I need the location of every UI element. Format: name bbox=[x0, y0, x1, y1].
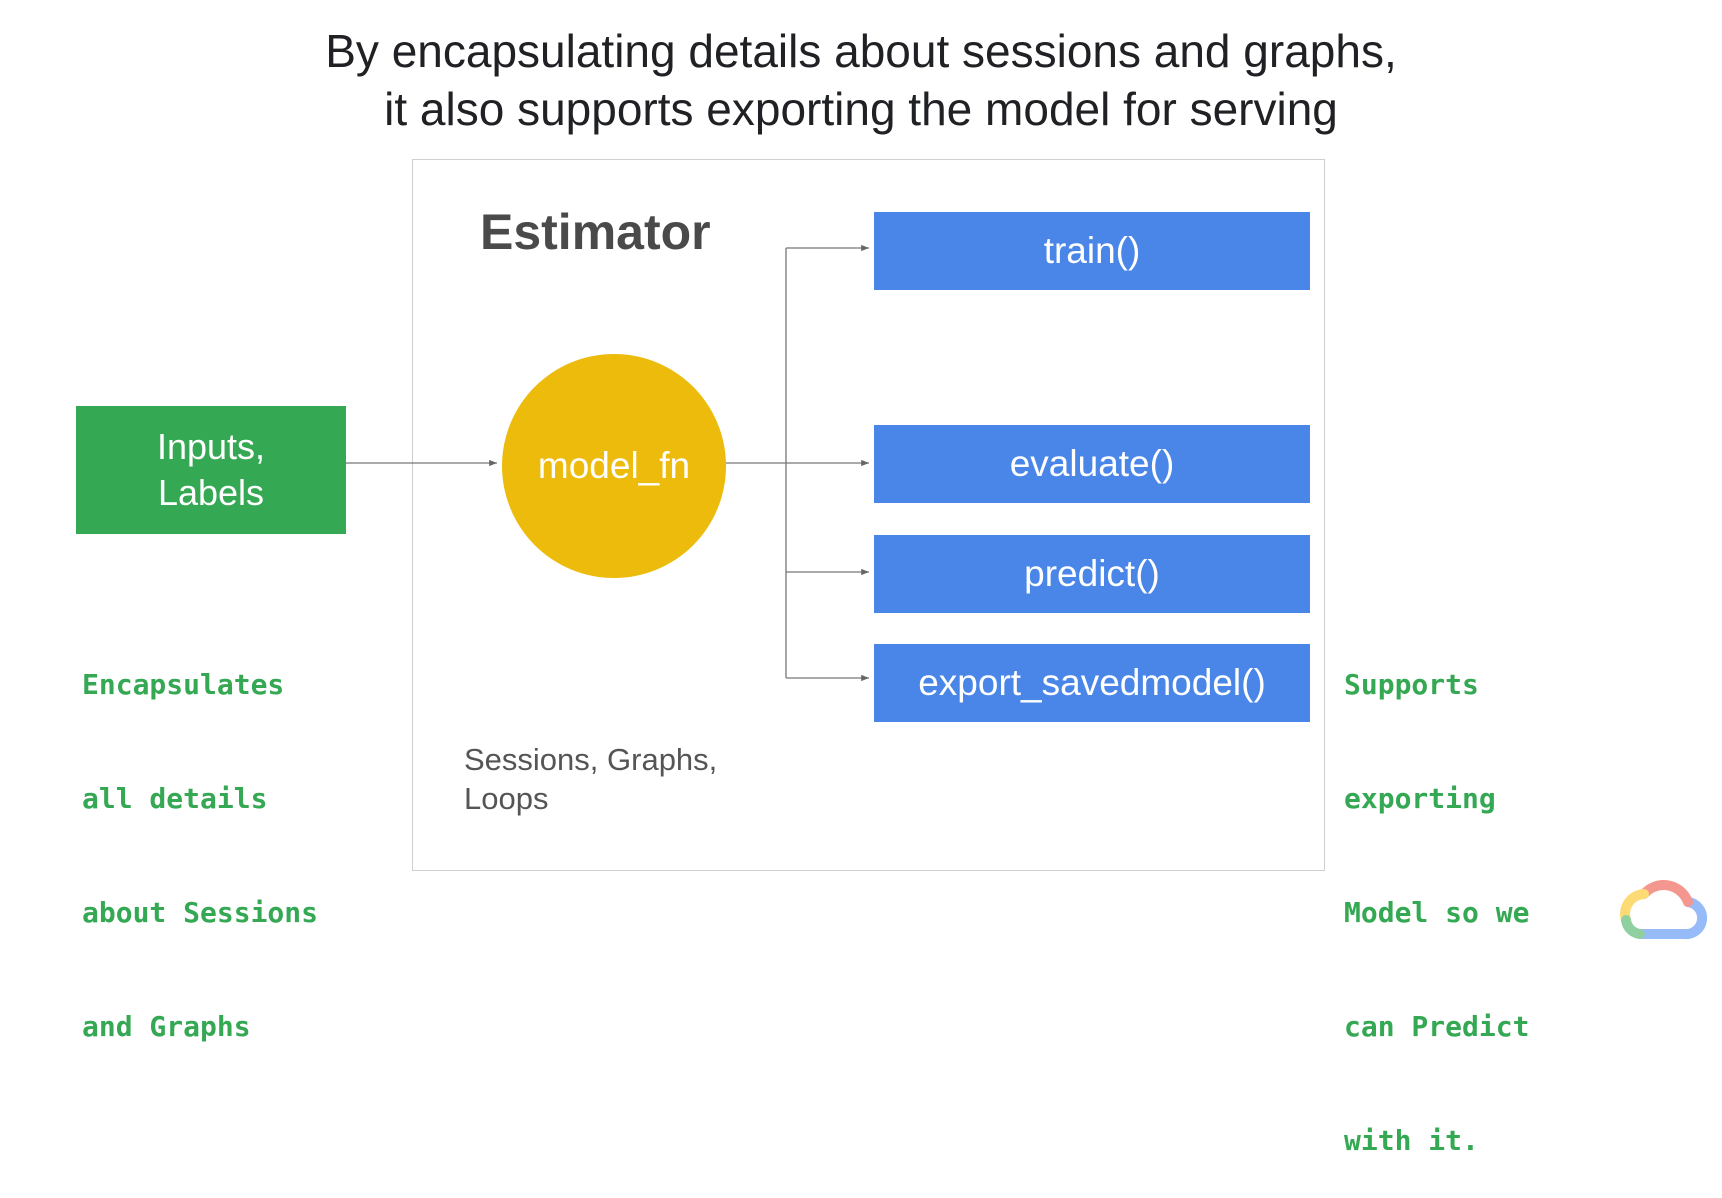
left-note: Encapsulates all details about Sessions … bbox=[82, 590, 318, 1084]
sessions-note-line-1: Sessions, Graphs, bbox=[464, 742, 718, 777]
estimator-container bbox=[412, 159, 1325, 871]
left-note-line: and Graphs bbox=[82, 1010, 251, 1043]
evaluate-method-box: evaluate() bbox=[874, 425, 1310, 503]
model-fn-label: model_fn bbox=[537, 445, 691, 486]
left-note-line: about Sessions bbox=[82, 896, 319, 929]
google-cloud-icon bbox=[1620, 880, 1708, 940]
title-line-2: it also supports exporting the model for… bbox=[384, 83, 1338, 135]
sessions-graphs-loops-note: Sessions, Graphs, Loops bbox=[464, 740, 717, 818]
export-savedmodel-method-box: export_savedmodel() bbox=[874, 644, 1310, 722]
title-line-1: By encapsulating details about sessions … bbox=[325, 25, 1397, 77]
train-method-box: train() bbox=[874, 212, 1310, 290]
right-note-line: can Predict bbox=[1344, 1010, 1530, 1043]
estimator-label: Estimator bbox=[480, 204, 711, 260]
right-note-line: exporting bbox=[1344, 782, 1496, 815]
sessions-note-line-2: Loops bbox=[464, 781, 549, 816]
inputs-line-1: Inputs, bbox=[156, 426, 266, 467]
inputs-labels-box: Inputs, Labels bbox=[76, 406, 346, 534]
left-note-line: Encapsulates bbox=[82, 668, 285, 701]
inputs-line-2: Labels bbox=[157, 472, 265, 513]
left-note-line: all details bbox=[82, 782, 268, 815]
connector-arrows bbox=[346, 244, 869, 682]
right-note-line: with it. bbox=[1344, 1124, 1479, 1157]
right-note-line: Supports bbox=[1344, 668, 1479, 701]
predict-method-box: predict() bbox=[874, 535, 1310, 613]
right-note: Supports exporting Model so we can Predi… bbox=[1344, 590, 1529, 1198]
slide-title: By encapsulating details about sessions … bbox=[0, 22, 1722, 138]
right-note-line: Model so we bbox=[1344, 896, 1530, 929]
model-fn-circle: model_fn bbox=[502, 354, 726, 578]
